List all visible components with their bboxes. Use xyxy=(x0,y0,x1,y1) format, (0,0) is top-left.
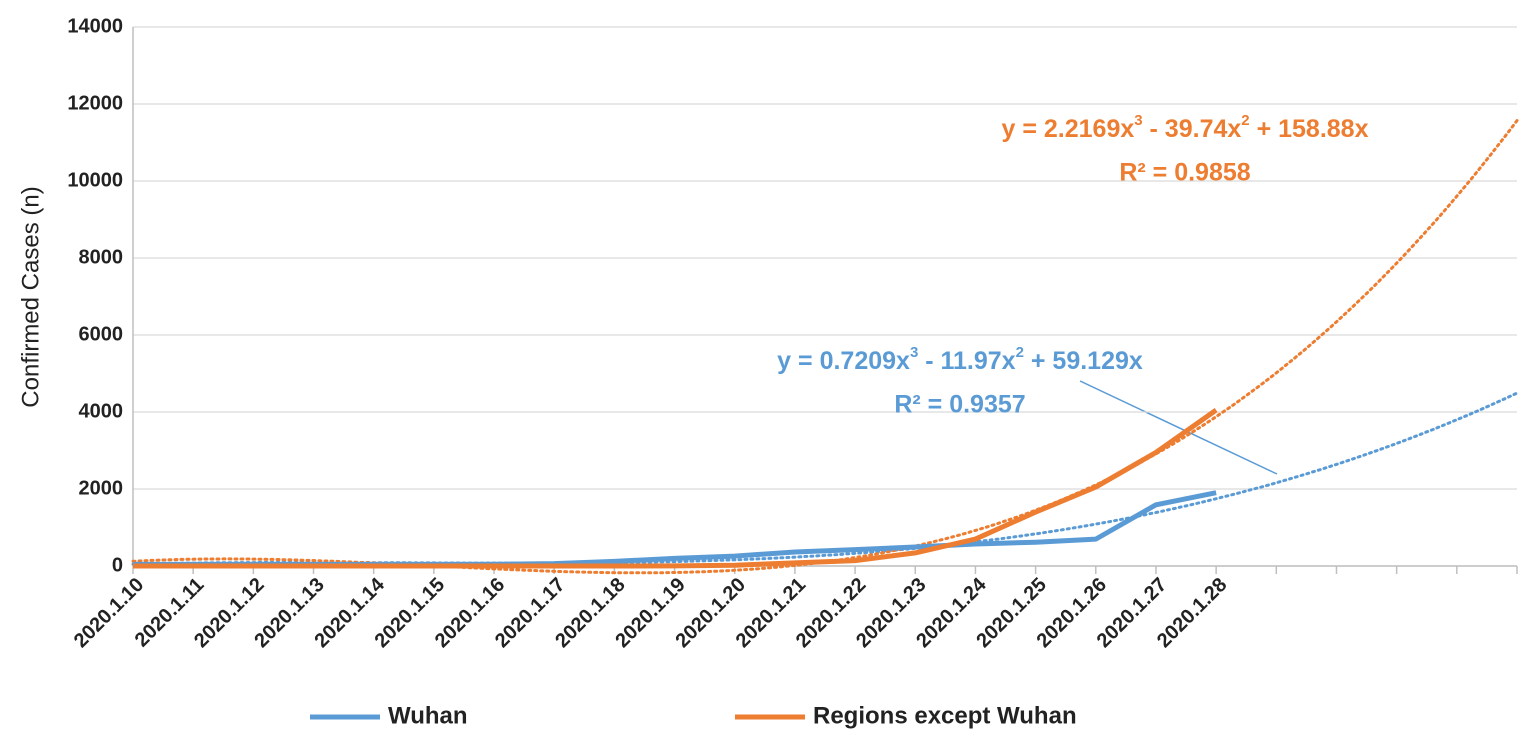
trendline xyxy=(131,391,1519,566)
y-tick-label: 4000 xyxy=(79,400,124,422)
trendline-r2: R² = 0.9858 xyxy=(1119,159,1250,187)
equation-part: 2 xyxy=(1241,112,1249,129)
trendline-equation: y = 2.2169x3 - 39.74x2 + 158.88x xyxy=(1001,112,1368,142)
series-line xyxy=(133,408,1218,569)
trendline-r2: R² = 0.9357 xyxy=(894,391,1025,419)
legend-label: Regions except Wuhan xyxy=(813,702,1077,729)
y-tick-label: 14000 xyxy=(67,15,123,37)
legend-label: Wuhan xyxy=(388,702,468,729)
equation-part: + 158.88x xyxy=(1250,115,1369,143)
equation-part: 2 xyxy=(1016,344,1024,361)
y-tick-label: 10000 xyxy=(67,169,123,191)
y-tick-label: 12000 xyxy=(67,92,123,114)
y-tick-label: 0 xyxy=(112,554,123,576)
equation-part: 3 xyxy=(910,344,918,361)
y-axis-title: Confirmed Cases (n) xyxy=(17,186,44,407)
y-tick-label: 6000 xyxy=(79,323,124,345)
y-tick-label: 8000 xyxy=(79,246,124,268)
equation-part: 3 xyxy=(1134,112,1142,129)
equation-part: - 11.97x xyxy=(918,347,1015,375)
equation-part: y = 0.7209x xyxy=(777,347,910,375)
equation-part: y = 2.2169x xyxy=(1001,115,1134,143)
label-leader xyxy=(1079,380,1278,475)
equation-part: - 39.74x xyxy=(1143,115,1242,143)
y-tick-label: 2000 xyxy=(79,477,124,499)
equation-part: + 59.129x xyxy=(1024,347,1143,375)
trendline-equation: y = 0.7209x3 - 11.97x2 + 59.129x xyxy=(777,344,1143,374)
